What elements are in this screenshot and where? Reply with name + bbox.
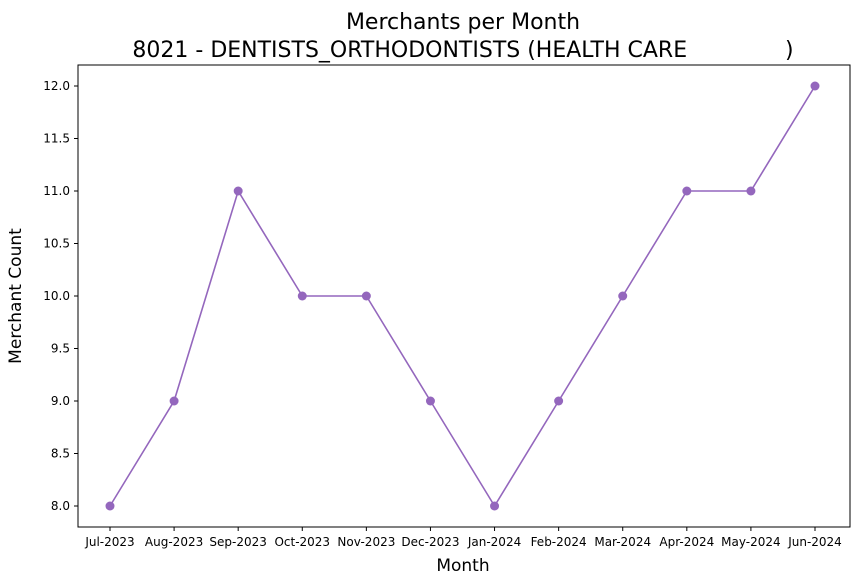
x-tick-label: Aug-2023 bbox=[145, 535, 203, 549]
x-tick-label: Jan-2024 bbox=[467, 535, 521, 549]
data-point bbox=[746, 186, 756, 196]
x-tick-label: Feb-2024 bbox=[531, 535, 587, 549]
axis-ticks: Jul-2023 Aug-2023 Sep-2023 Oct-2023 Nov-2023… bbox=[43, 79, 842, 549]
data-point bbox=[297, 291, 307, 301]
data-point bbox=[810, 81, 820, 91]
series-line bbox=[109, 85, 816, 508]
y-axis-label: Merchant Count bbox=[6, 228, 26, 364]
data-point bbox=[169, 396, 179, 406]
x-tick-label: Nov-2023 bbox=[337, 535, 395, 549]
x-axis-label: Month bbox=[436, 556, 489, 576]
chart-subtitle: 8021 - DENTISTS_ORTHODONTISTS (HEALTH CA… bbox=[132, 38, 793, 63]
x-tick-label: Jul-2023 bbox=[84, 535, 134, 549]
y-tick-label: 11.5 bbox=[43, 132, 70, 146]
y-tick-label: 9.5 bbox=[51, 342, 70, 356]
data-point bbox=[425, 396, 435, 406]
y-tick-label: 8.0 bbox=[51, 499, 70, 513]
data-point bbox=[618, 291, 628, 301]
x-tick-label: Oct-2023 bbox=[274, 535, 330, 549]
series-group bbox=[105, 81, 820, 511]
y-tick-label: 10.5 bbox=[43, 237, 70, 251]
plot-area bbox=[77, 64, 851, 528]
y-tick-label: 12.0 bbox=[43, 79, 70, 93]
x-tick-label: Sep-2023 bbox=[209, 535, 267, 549]
x-tick-label: Jun-2024 bbox=[787, 535, 842, 549]
data-point bbox=[554, 396, 564, 406]
y-tick-label: 8.5 bbox=[51, 447, 70, 461]
data-point bbox=[361, 291, 371, 301]
data-point bbox=[490, 501, 500, 511]
y-tick-label: 11.0 bbox=[43, 184, 70, 198]
x-tick-label: Mar-2024 bbox=[594, 535, 651, 549]
y-tick-label: 9.0 bbox=[51, 394, 70, 408]
data-point bbox=[105, 501, 115, 511]
x-tick-label: May-2024 bbox=[721, 535, 780, 549]
data-point bbox=[233, 186, 243, 196]
x-tick-label: Dec-2023 bbox=[401, 535, 459, 549]
data-point bbox=[682, 186, 692, 196]
y-tick-label: 10.0 bbox=[43, 289, 70, 303]
x-tick-label: Apr-2024 bbox=[659, 535, 714, 549]
chart-title: Merchants per Month bbox=[346, 10, 580, 35]
